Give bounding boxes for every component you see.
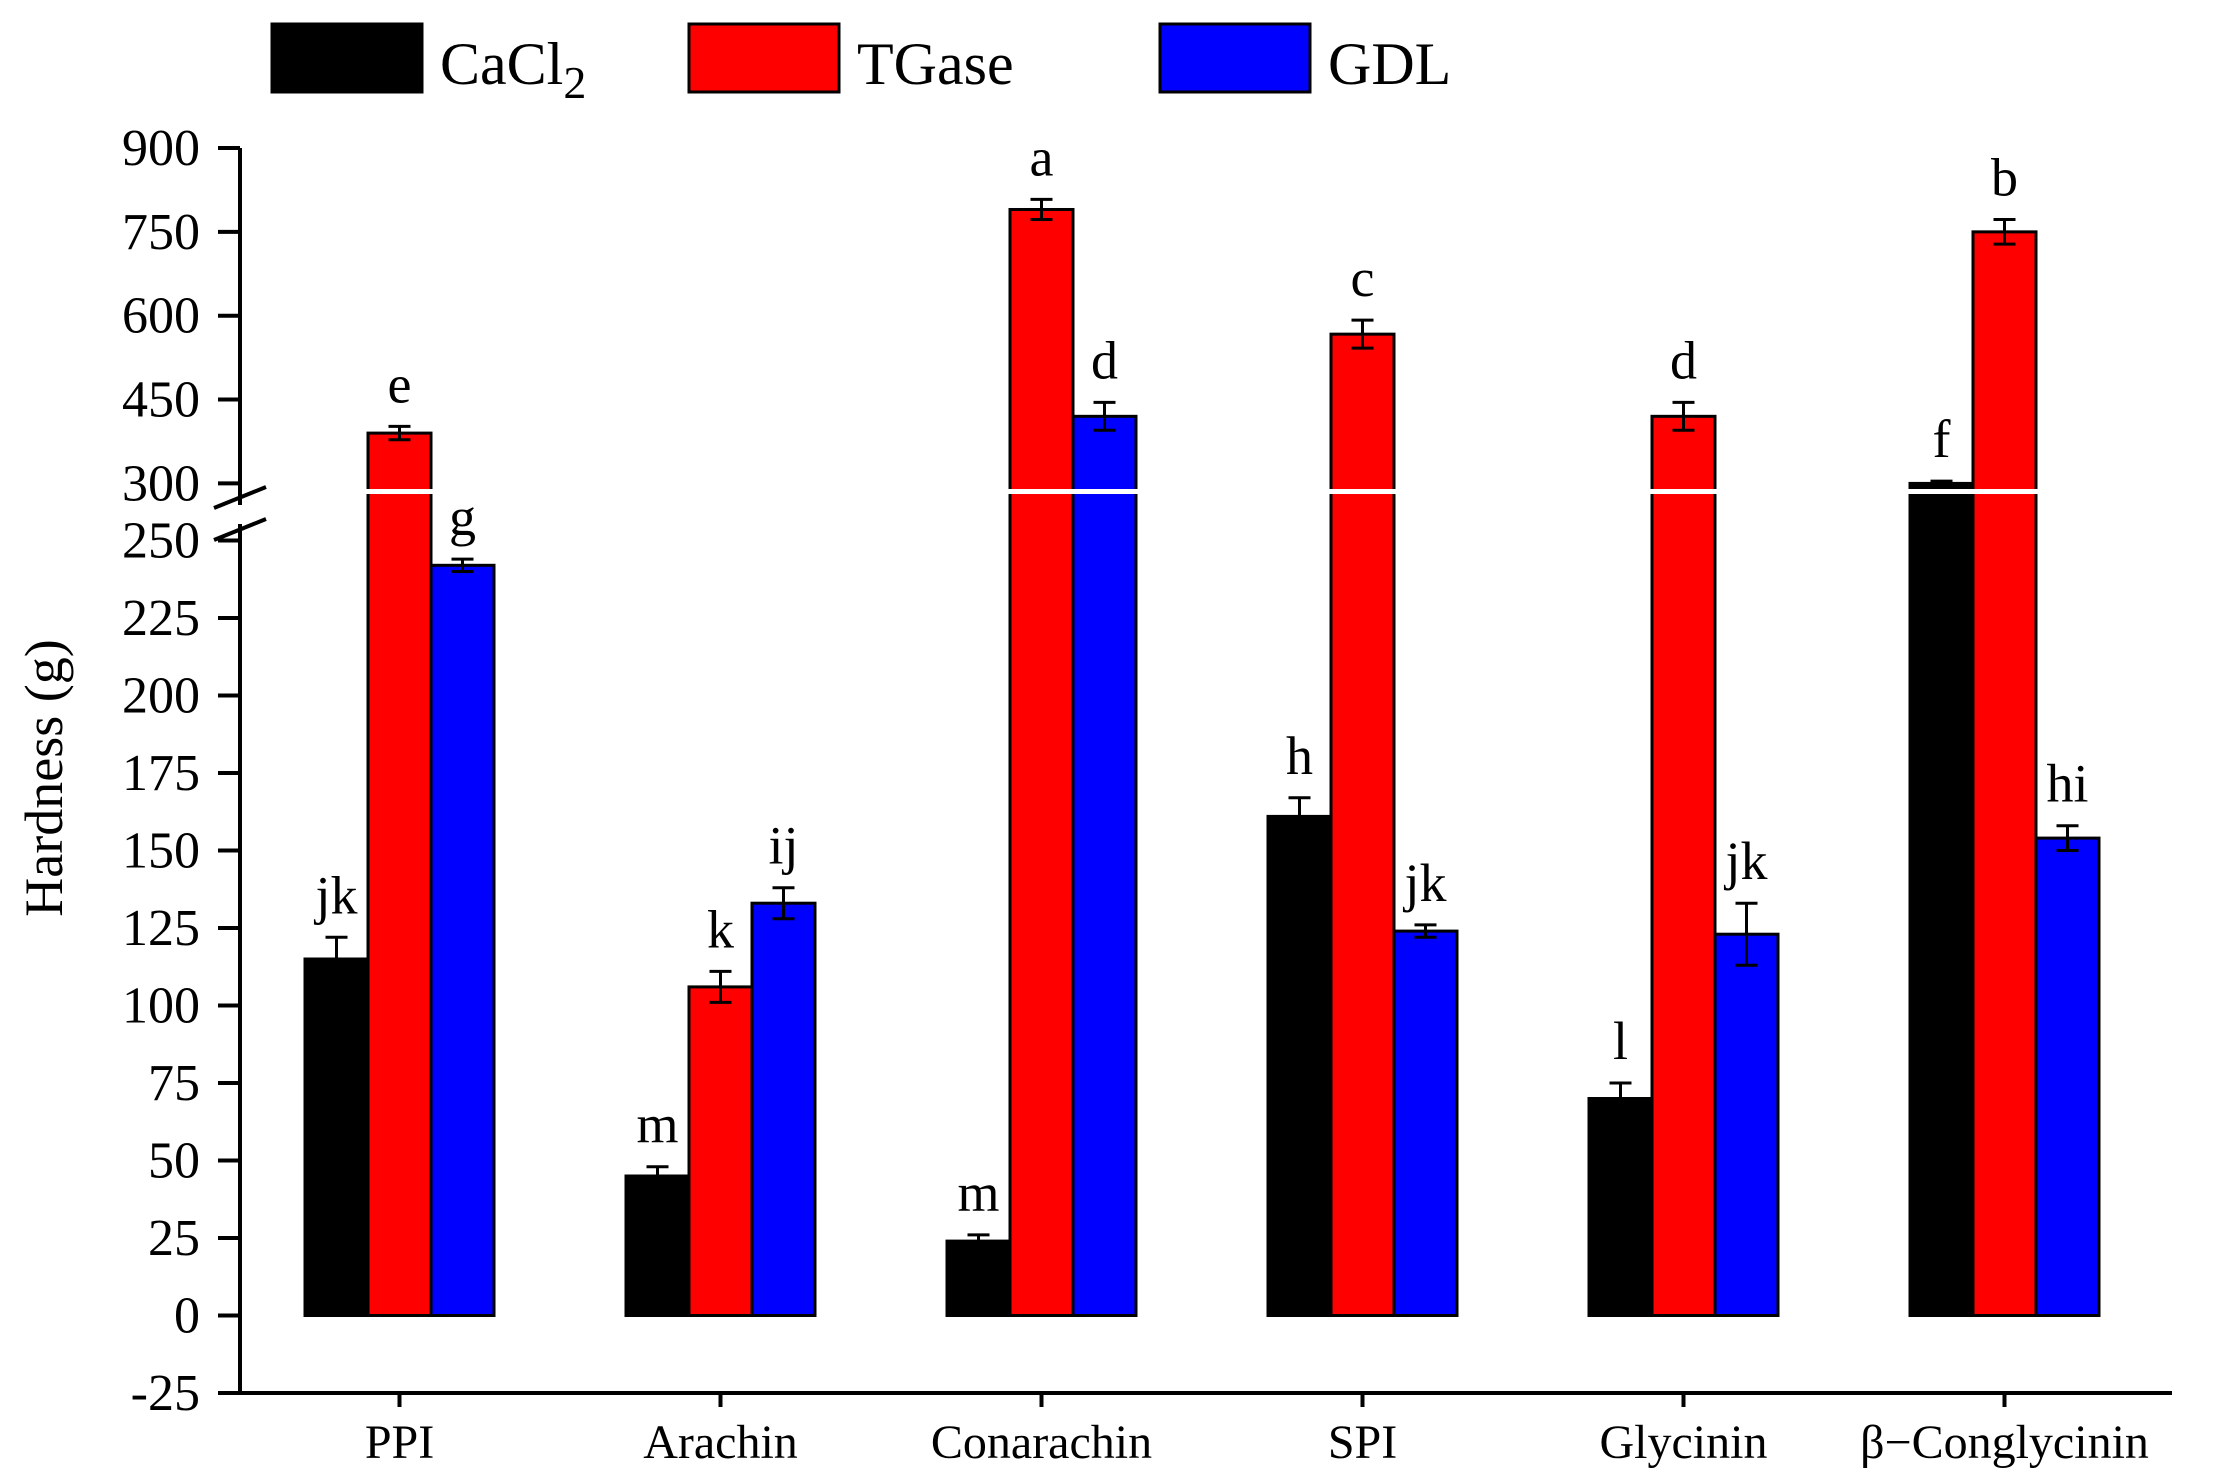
legend-item-cacl2: CaCl2	[270, 22, 586, 108]
bar-gdl-1	[750, 901, 817, 1317]
legend-item-tgase: TGase	[687, 22, 1014, 97]
error-bar-tgase-3	[1351, 318, 1374, 350]
error-bar-gdl-2	[1093, 400, 1116, 432]
letter-label-gdl-0: g	[449, 487, 476, 547]
x-tick-label-3: SPI	[1328, 1416, 1397, 1469]
letter-label-cacl2-1: m	[636, 1095, 678, 1155]
bar-cacl2-1	[624, 1174, 691, 1317]
y-tick-label-upper-4: 900	[122, 120, 200, 177]
letter-label-tgase-3: c	[1351, 248, 1375, 308]
bar-tgase-1	[687, 985, 754, 1318]
legend: CaCl2 TGase GDL	[270, 22, 1451, 108]
letter-label-cacl2-2: m	[957, 1163, 999, 1223]
bar-tgase-3	[1329, 332, 1396, 1317]
error-bar-gdl-1	[772, 886, 795, 921]
letter-label-tgase-2: a	[1030, 127, 1054, 187]
bar-tgase-5	[1971, 230, 2038, 1318]
error-bar-gdl-4	[1735, 901, 1758, 967]
bar-cacl2-2	[945, 1239, 1012, 1317]
y-tick-label-upper-2: 600	[122, 288, 200, 345]
error-bar-cacl2-1	[646, 1165, 669, 1187]
letter-label-tgase-4: d	[1670, 330, 1697, 390]
legend-label-cacl2: CaCl2	[440, 31, 586, 108]
bar-cacl2-0	[303, 957, 370, 1317]
error-bar-cacl2-2	[967, 1233, 990, 1249]
y-tick-label-lower-11: 250	[122, 513, 200, 570]
bars-group	[303, 197, 2101, 1318]
bar-gdl-3	[1392, 929, 1459, 1317]
error-bar-cacl2-0	[325, 935, 348, 983]
y-tick-label-lower-1: 0	[174, 1288, 200, 1345]
axis-break-group	[213, 485, 2172, 542]
legend-swatch-cacl2	[270, 22, 424, 94]
bar-tgase-2	[1008, 207, 1075, 1317]
x-tick-label-2: Conarachin	[931, 1416, 1152, 1469]
bar-tgase-0	[366, 431, 433, 1317]
letter-label-tgase-5: b	[1991, 148, 2018, 208]
y-tick-label-upper-0: 300	[122, 455, 200, 512]
legend-swatch-tgase	[687, 22, 841, 94]
letter-label-cacl2-5: f	[1933, 409, 1951, 469]
letter-label-gdl-3: jk	[1402, 853, 1446, 913]
legend-item-gdl: GDL	[1158, 22, 1451, 97]
letter-label-cacl2-4: l	[1613, 1011, 1628, 1071]
y-tick-label-lower-5: 100	[122, 978, 200, 1035]
error-bar-tgase-4	[1672, 400, 1695, 432]
error-bar-gdl-0	[451, 557, 474, 573]
y-tick-label-lower-4: 75	[148, 1055, 200, 1112]
labels-group: jk e g PPI m kij Arachin m a d Conarachin h c jk SPI l d…	[122, 120, 2149, 1469]
error-bar-cacl2-4	[1609, 1081, 1632, 1116]
error-bar-tgase-5	[1993, 218, 2016, 246]
axis-break-band	[244, 489, 2172, 494]
letter-label-tgase-0: e	[388, 354, 412, 414]
x-tick-label-1: Arachin	[643, 1416, 798, 1469]
y-tick-label-lower-9: 200	[122, 668, 200, 725]
bar-gdl-4	[1713, 932, 1780, 1317]
y-tick-label-lower-2: 25	[148, 1210, 200, 1267]
letter-label-gdl-1: ij	[768, 816, 798, 876]
bar-tgase-4	[1650, 414, 1717, 1317]
error-bar-tgase-0	[388, 424, 411, 442]
bar-gdl-2	[1071, 414, 1138, 1317]
x-tick-label-4: Glycinin	[1600, 1416, 1768, 1469]
x-tick-label-0: PPI	[365, 1416, 434, 1469]
bar-cacl2-3	[1266, 814, 1333, 1318]
y-tick-label-lower-0: -25	[131, 1365, 200, 1422]
error-bar-tgase-1	[709, 969, 732, 1004]
y-tick-label-lower-6: 125	[122, 900, 200, 957]
letter-label-gdl-2: d	[1091, 330, 1118, 390]
bar-gdl-5	[2034, 836, 2101, 1317]
y-tick-label-lower-10: 225	[122, 590, 200, 647]
error-bar-tgase-2	[1030, 197, 1053, 222]
legend-label-tgase: TGase	[857, 31, 1014, 97]
letter-label-tgase-1: k	[707, 899, 734, 959]
letter-label-gdl-5: hi	[2046, 754, 2088, 814]
legend-swatch-gdl	[1158, 22, 1312, 94]
y-tick-label-upper-1: 450	[122, 372, 200, 429]
error-bar-gdl-3	[1414, 923, 1437, 939]
bar-gdl-0	[429, 563, 496, 1317]
error-bar-cacl2-5	[1930, 479, 1953, 488]
x-tick-label-5: β−Conglycinin	[1860, 1416, 2149, 1469]
legend-label-gdl: GDL	[1328, 31, 1451, 97]
letter-label-cacl2-3: h	[1286, 726, 1313, 786]
y-tick-label-upper-3: 750	[122, 204, 200, 261]
letter-label-cacl2-0: jk	[313, 865, 357, 925]
y-axis-title: Hardness (g)	[14, 639, 74, 916]
axes-group	[218, 146, 2172, 1407]
error-bar-gdl-5	[2056, 824, 2079, 852]
bar-cacl2-5	[1908, 481, 1975, 1317]
y-tick-label-lower-3: 50	[148, 1133, 200, 1190]
letter-label-gdl-4: jk	[1723, 831, 1767, 891]
y-tick-label-lower-8: 175	[122, 745, 200, 802]
error-bar-cacl2-3	[1288, 796, 1311, 837]
bar-cacl2-4	[1587, 1097, 1654, 1317]
y-tick-label-lower-7: 150	[122, 823, 200, 880]
